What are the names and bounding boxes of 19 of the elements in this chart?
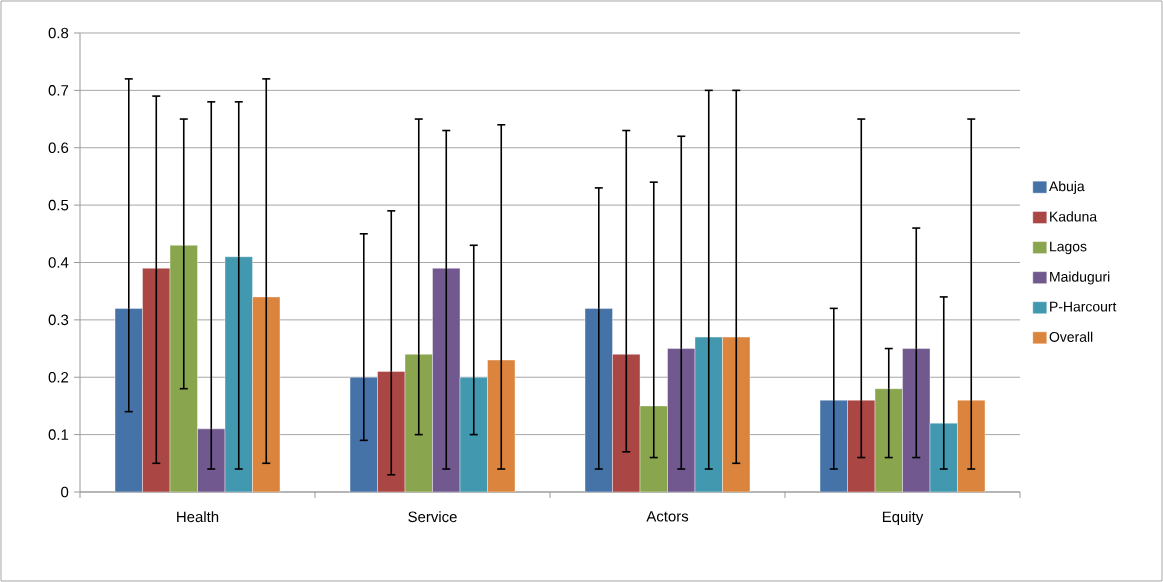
y-tick-label: 0 — [61, 486, 69, 498]
legend-label: Kaduna — [1050, 211, 1098, 222]
y-tick-label: 0.7 — [48, 85, 69, 96]
y-tick-label: 0.6 — [48, 142, 69, 154]
y-tick-label: 0.5 — [48, 199, 69, 211]
x-tick-label: Actors — [646, 511, 689, 522]
y-tick-label: 0.2 — [48, 371, 69, 383]
legend-label: Lagos — [1050, 241, 1087, 255]
y-tick-label: 0.3 — [48, 314, 69, 326]
legend-label: Abuja — [1049, 180, 1085, 194]
x-tick-label: Service — [408, 511, 457, 523]
legend-label: Maiduguri — [1050, 271, 1110, 285]
x-tick-label: Equity — [882, 511, 924, 526]
y-tick-label: 0.4 — [48, 257, 69, 268]
legend-label: P-Harcourt — [1050, 301, 1117, 312]
x-tick-label: Health — [177, 511, 219, 523]
y-tick-label: 0.8 — [48, 27, 69, 39]
legend-label: Overall — [1049, 331, 1093, 342]
y-tick-label: 0.1 — [48, 429, 69, 440]
